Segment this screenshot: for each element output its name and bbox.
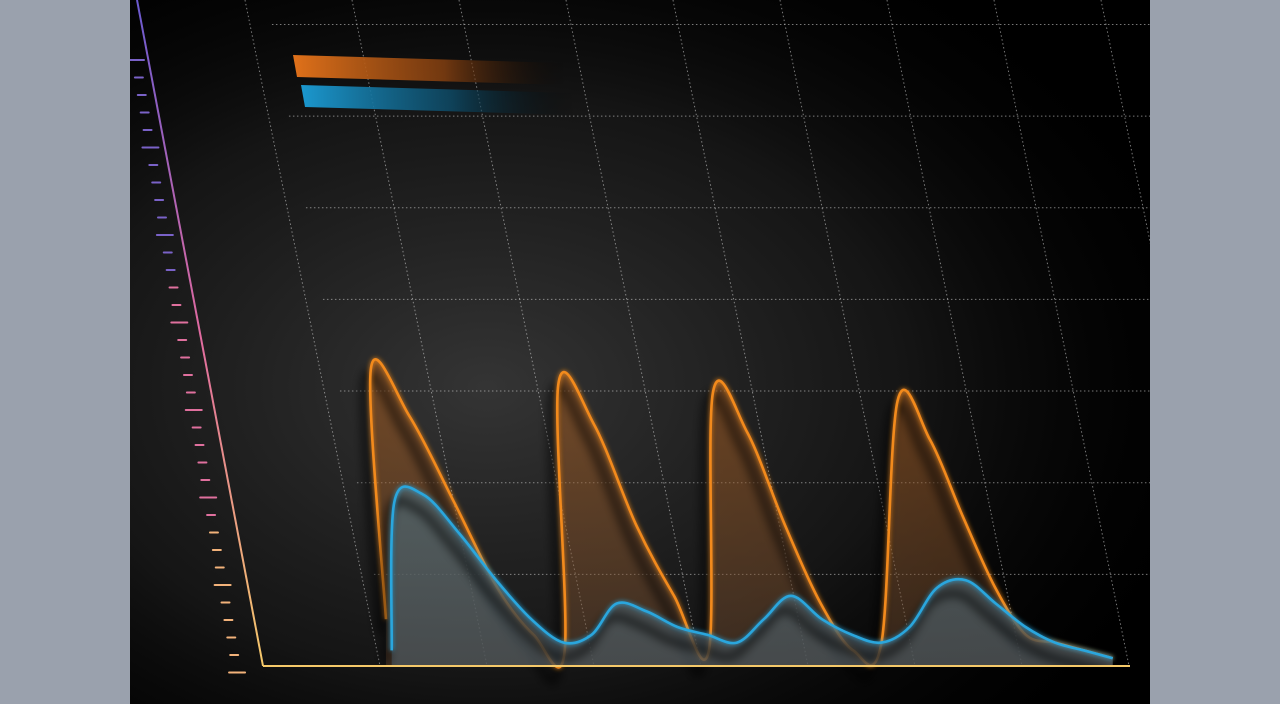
y-axis-line [136,0,264,667]
v-gridline [565,0,702,667]
chart-plot [130,0,1150,704]
y-axis-ticks [130,59,247,674]
legend [293,55,576,115]
v-gridline [1100,0,1150,245]
series-1-shadow [382,497,1108,676]
v-gridline [779,0,916,667]
series-layer [361,358,1114,685]
v-gridline [672,0,809,667]
v-gridline [244,0,381,667]
legend-swatch-1 [301,85,576,115]
series-1-area [391,486,1113,666]
legend-swatch-0 [293,55,568,85]
v-gridline [993,0,1130,667]
series-1-line [389,485,1114,660]
v-gridline [351,0,488,667]
v-gridline [886,0,1023,667]
axes [136,0,1130,667]
chart-stage [130,0,1150,704]
